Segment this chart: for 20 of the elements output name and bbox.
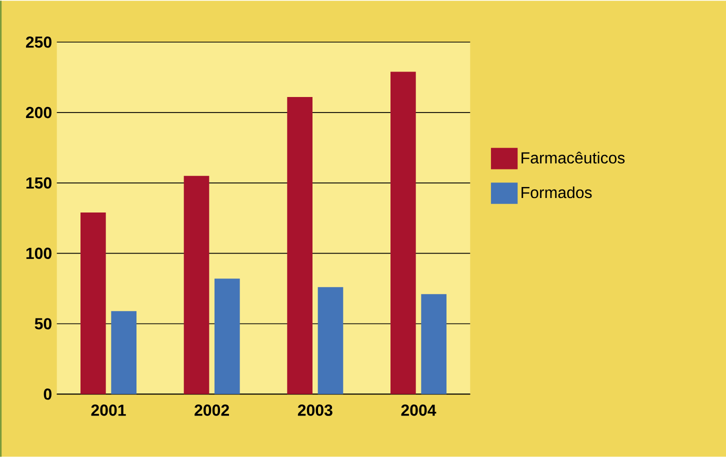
bar (287, 97, 312, 394)
bar (318, 287, 344, 394)
bar (214, 278, 240, 394)
y-tick-label: 250 (26, 36, 52, 48)
x-tick-label: 2002 (194, 404, 229, 416)
y-tick-label: 150 (26, 177, 52, 189)
y-tick-label: 50 (34, 318, 52, 330)
x-tick-label: 2004 (401, 404, 436, 416)
y-tick-label: 100 (26, 248, 52, 260)
bar (111, 311, 136, 394)
bar (80, 212, 106, 394)
bar (421, 294, 446, 394)
y-tick-label: 200 (26, 107, 52, 118)
legend-label: Formados (522, 186, 592, 198)
y-tick-label: 0 (44, 388, 52, 400)
legend-label: Farmacêuticos (522, 152, 625, 164)
bar (184, 176, 210, 394)
bar (390, 72, 416, 394)
x-tick-label: 2003 (298, 404, 332, 416)
x-tick-label: 2001 (91, 404, 126, 416)
